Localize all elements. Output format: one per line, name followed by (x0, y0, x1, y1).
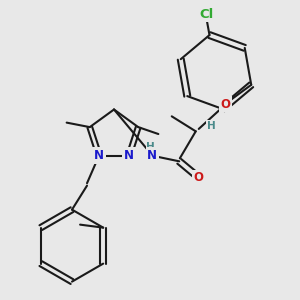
Text: O: O (194, 171, 204, 184)
Text: Cl: Cl (200, 8, 214, 21)
Text: H: H (207, 121, 216, 131)
Text: N: N (124, 149, 134, 162)
Text: H: H (146, 142, 155, 152)
Text: N: N (94, 149, 104, 162)
Text: O: O (221, 98, 231, 111)
Text: N: N (147, 149, 157, 162)
